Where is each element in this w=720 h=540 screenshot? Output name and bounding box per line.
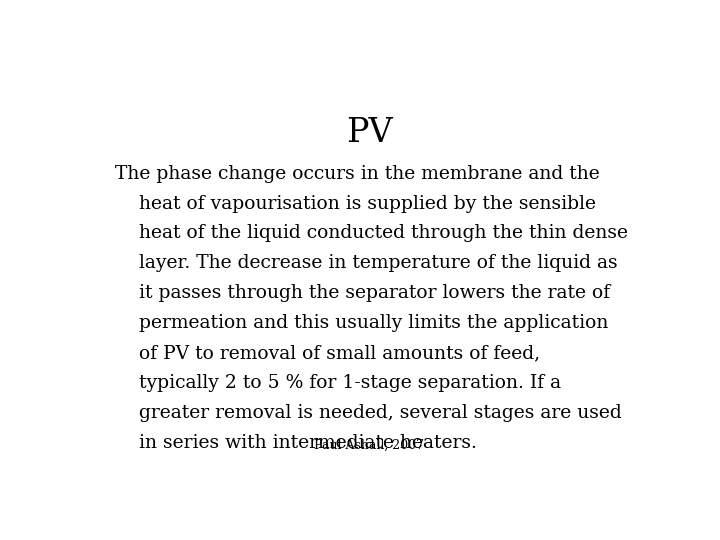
Text: heat of vapourisation is supplied by the sensible: heat of vapourisation is supplied by the… bbox=[115, 194, 596, 213]
Text: PV: PV bbox=[346, 117, 392, 149]
Text: of PV to removal of small amounts of feed,: of PV to removal of small amounts of fee… bbox=[115, 344, 540, 362]
Text: in series with intermediate heaters.: in series with intermediate heaters. bbox=[115, 434, 477, 452]
Text: layer. The decrease in temperature of the liquid as: layer. The decrease in temperature of th… bbox=[115, 254, 618, 272]
Text: it passes through the separator lowers the rate of: it passes through the separator lowers t… bbox=[115, 285, 611, 302]
Text: typically 2 to 5 % for 1-stage separation. If a: typically 2 to 5 % for 1-stage separatio… bbox=[115, 374, 561, 392]
Text: greater removal is needed, several stages are used: greater removal is needed, several stage… bbox=[115, 404, 622, 422]
Text: The phase change occurs in the membrane and the: The phase change occurs in the membrane … bbox=[115, 165, 600, 183]
Text: heat of the liquid conducted through the thin dense: heat of the liquid conducted through the… bbox=[115, 225, 628, 242]
Text: Paul Ashall, 2007: Paul Ashall, 2007 bbox=[314, 438, 424, 451]
Text: permeation and this usually limits the application: permeation and this usually limits the a… bbox=[115, 314, 608, 332]
